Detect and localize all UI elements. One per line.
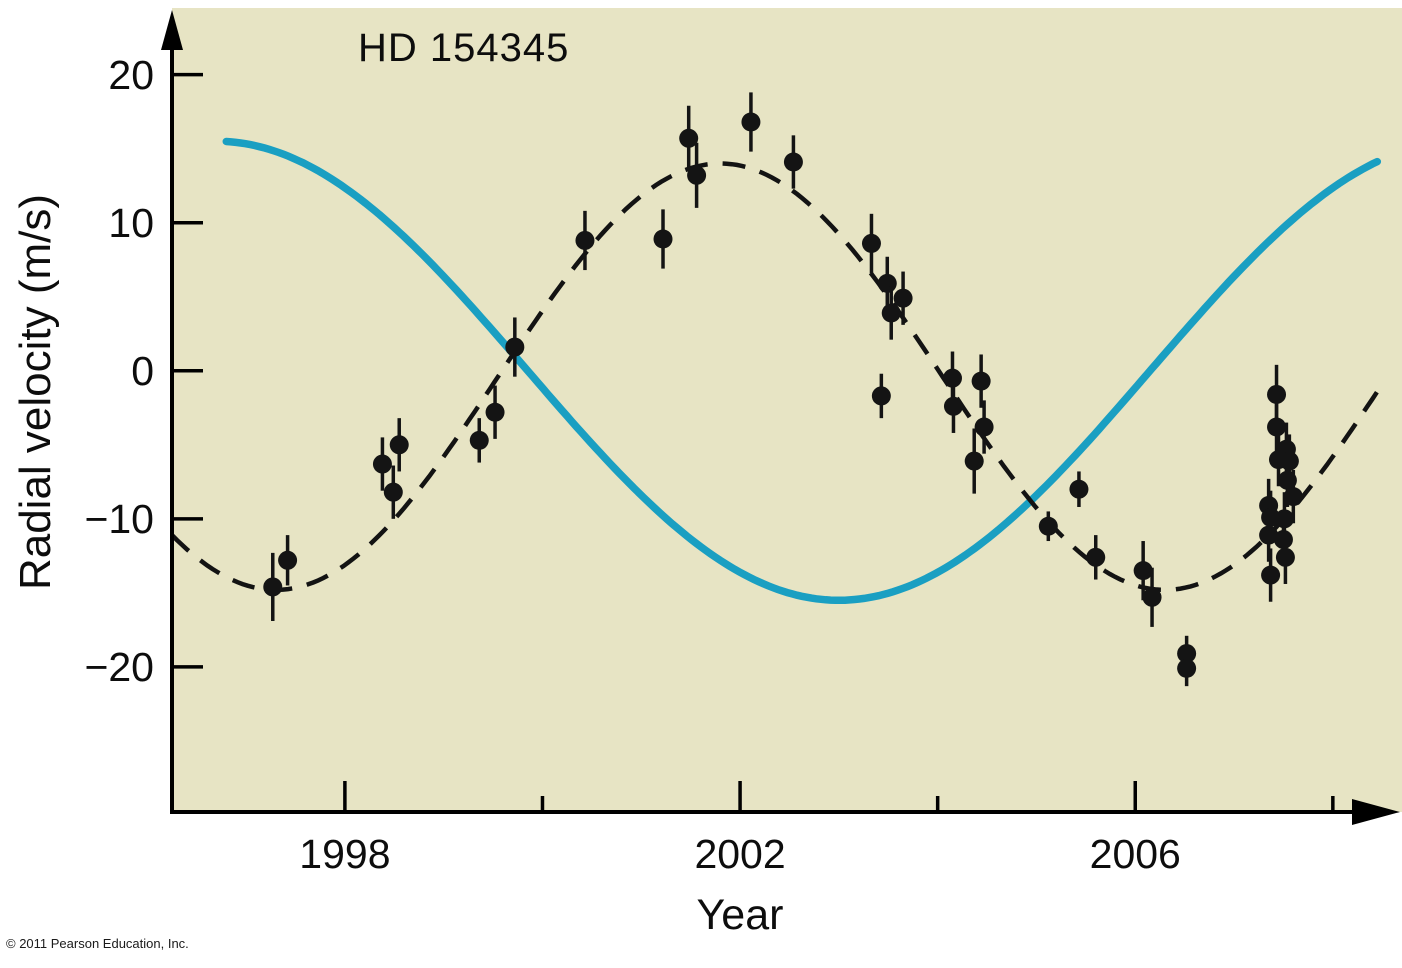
data-point [1273,530,1293,550]
fit-curve [170,161,1385,593]
data-point [485,402,505,422]
data-point [1279,451,1299,471]
data-point [871,386,891,406]
data-point [861,233,881,253]
data-point [1177,658,1197,678]
y-tick-label: 10 [108,199,154,246]
data-point [783,152,803,172]
data-point [1259,525,1279,545]
y-tick-label: 0 [131,347,154,394]
data-point [679,128,699,148]
data-point [971,371,991,391]
data-point [1133,561,1153,581]
x-axis-arrow-icon [1352,799,1400,825]
data-point [1069,479,1089,499]
plot-background [172,8,1402,812]
data-point [1261,565,1281,585]
y-tick-label: −20 [84,643,154,690]
data-point [263,577,283,597]
data-point [974,417,994,437]
data-point [1267,417,1287,437]
data-point [389,435,409,455]
data-point [943,396,963,416]
data-point [942,368,962,388]
data-point [575,230,595,250]
y-tick-label: −10 [84,495,154,542]
data-point [653,229,673,249]
x-tick-label: 2002 [694,831,786,877]
data-point [687,165,707,185]
data-point [469,430,489,450]
copyright-text: © 2011 Pearson Education, Inc. [6,936,189,951]
data-point [877,273,897,293]
data-point [1142,587,1162,607]
data-point [372,454,392,474]
chart-title: HD 154345 [358,26,570,70]
x-tick-label: 2006 [1089,831,1181,877]
data-point [881,303,901,323]
data-point [278,550,298,570]
data-point [1038,516,1058,536]
data-point [383,482,403,502]
data-point [1267,384,1287,404]
data-point [1261,507,1281,527]
x-tick-label: 1998 [299,831,391,877]
x-axis-label: Year [696,891,784,939]
data-point [1283,487,1303,507]
data-point [1275,547,1295,567]
data-point [741,112,761,132]
data-point [505,337,525,357]
y-tick-label: 20 [108,51,154,98]
y-axis-arrow-icon [161,10,183,50]
data-point [893,288,913,308]
data-point [1086,547,1106,567]
model-curve [222,137,1382,605]
data-point [964,451,984,471]
